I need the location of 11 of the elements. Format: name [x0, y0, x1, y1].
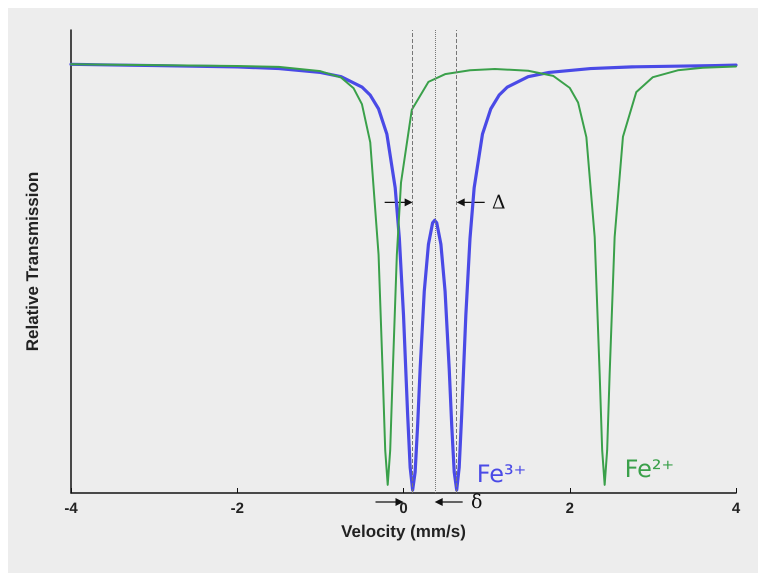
- x-tick-label: 0: [399, 500, 408, 517]
- x-tick-label: 4: [732, 500, 741, 517]
- x-tick-label: -4: [64, 500, 78, 517]
- x-axis-title: Velocity (mm/s): [341, 522, 466, 541]
- x-tick-label: -2: [230, 500, 244, 517]
- x-tick-label: 2: [566, 500, 574, 517]
- y-axis-title: Relative Transmission: [23, 172, 42, 352]
- series-label: Fe³⁺: [476, 460, 526, 488]
- series-label: Fe²⁺: [624, 454, 674, 483]
- annotation: Δ: [492, 191, 506, 214]
- annotation: δ: [470, 491, 482, 513]
